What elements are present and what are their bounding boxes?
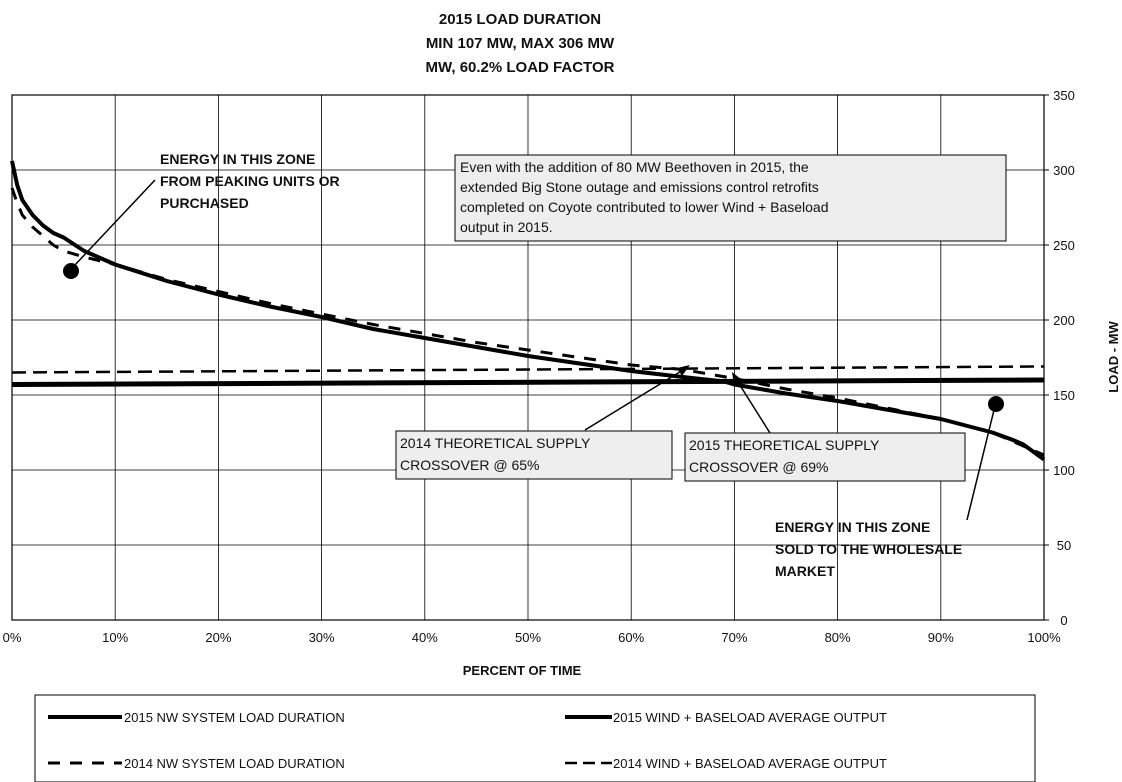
x-axis-label: PERCENT OF TIME — [463, 663, 582, 678]
x-tick-label: 10% — [102, 630, 128, 645]
legend: 2015 NW SYSTEM LOAD DURATION 2014 NW SYS… — [34, 694, 1036, 782]
x-tick-label: 100% — [1027, 630, 1061, 645]
legend-label-2015-wind: 2015 WIND + BASELOAD AVERAGE OUTPUT — [613, 710, 887, 725]
legend-label-2015-load: 2015 NW SYSTEM LOAD DURATION — [124, 710, 345, 725]
peak-zone-marker — [63, 263, 79, 279]
crossover-2015-arrowhead — [732, 372, 742, 385]
crossover-2015-callout: 2015 THEORETICAL SUPPLY CROSSOVER @ 69% — [684, 372, 966, 482]
crossover-2015-line-2: CROSSOVER @ 69% — [689, 459, 828, 475]
legend-label-2014-wind: 2014 WIND + BASELOAD AVERAGE OUTPUT — [613, 756, 887, 771]
plot-area — [11, 94, 1045, 621]
y-tick-label: 0 — [1060, 613, 1067, 628]
y-tick-label: 250 — [1053, 238, 1075, 253]
series-line-2 — [10, 187, 1045, 457]
crossover-2015-line-1: 2015 THEORETICAL SUPPLY — [689, 437, 880, 453]
note-line-3: completed on Coyote contributed to lower… — [460, 199, 829, 215]
peak-zone-line-1: ENERGY IN THIS ZONE — [160, 151, 315, 167]
crossover-2014-pointer — [584, 369, 684, 431]
note-box-frame — [454, 154, 1007, 242]
y-tick-label: 200 — [1053, 313, 1075, 328]
y-tick-labels: 0 50 100 150 200 250 300 350 — [1044, 88, 1075, 628]
crossover-2014-box — [395, 430, 673, 480]
crossover-2014-line-1: 2014 THEORETICAL SUPPLY — [400, 435, 591, 451]
series-line-4 — [11, 365, 1045, 374]
peak-zone-line-3: PURCHASED — [160, 195, 249, 211]
x-tick-label: 60% — [618, 630, 644, 645]
wholesale-zone-line-1: ENERGY IN THIS ZONE — [775, 519, 930, 535]
y-tick-label: 300 — [1053, 163, 1075, 178]
crossover-2015-box — [684, 432, 966, 482]
peak-zone-line-2: FROM PEAKING UNITS OR — [160, 173, 340, 189]
crossover-2014-line-2: CROSSOVER @ 65% — [400, 457, 539, 473]
note-line-1: Even with the addition of 80 MW Beethove… — [460, 159, 809, 175]
crossover-2014-arrowhead — [677, 365, 690, 376]
x-tick-label: 80% — [825, 630, 851, 645]
x-tick-label: 50% — [515, 630, 541, 645]
wholesale-zone-line-2: SOLD TO THE WHOLESALE — [775, 541, 962, 557]
x-tick-label: 90% — [928, 630, 954, 645]
wholesale-zone-annotation: ENERGY IN THIS ZONE SOLD TO THE WHOLESAL… — [775, 396, 1004, 579]
peak-zone-pointer — [73, 179, 156, 267]
crossover-2014-callout: 2014 THEORETICAL SUPPLY CROSSOVER @ 65% — [395, 365, 690, 480]
wholesale-zone-marker — [988, 396, 1004, 412]
y-axis-label: LOAD - MW — [1106, 321, 1121, 393]
crossover-2015-pointer — [735, 378, 771, 434]
legend-frame — [34, 694, 1036, 782]
note-box: Even with the addition of 80 MW Beethove… — [454, 154, 1007, 242]
y-tick-label: 100 — [1053, 463, 1075, 478]
series-group — [10, 160, 1046, 462]
note-line-2: extended Big Stone outage and emissions … — [460, 179, 819, 195]
y-tick-label: 50 — [1057, 538, 1071, 553]
x-tick-labels: 0% 10% 20% 30% 40% 50% 60% 70% 80% 90% 100% — [3, 630, 1061, 645]
x-tick-label: 30% — [309, 630, 335, 645]
wholesale-zone-pointer — [966, 409, 995, 521]
note-line-4: output in 2015. — [460, 219, 553, 235]
chart-title-line-1: 2015 LOAD DURATION — [439, 11, 601, 28]
x-tick-label: 0% — [3, 630, 22, 645]
series-line-3 — [11, 377, 1045, 387]
x-tick-label: 70% — [721, 630, 747, 645]
x-tick-label: 20% — [205, 630, 231, 645]
legend-label-2014-load: 2014 NW SYSTEM LOAD DURATION — [124, 756, 345, 771]
y-tick-label: 150 — [1053, 388, 1075, 403]
x-tick-label: 40% — [412, 630, 438, 645]
wholesale-zone-line-3: MARKET — [775, 563, 835, 579]
peak-zone-annotation: ENERGY IN THIS ZONE FROM PEAKING UNITS O… — [63, 151, 340, 279]
chart-title-line-2: MIN 107 MW, MAX 306 MW — [426, 35, 615, 52]
y-tick-label: 350 — [1053, 88, 1075, 103]
chart-title-line-3: MW, 60.2% LOAD FACTOR — [426, 59, 615, 76]
